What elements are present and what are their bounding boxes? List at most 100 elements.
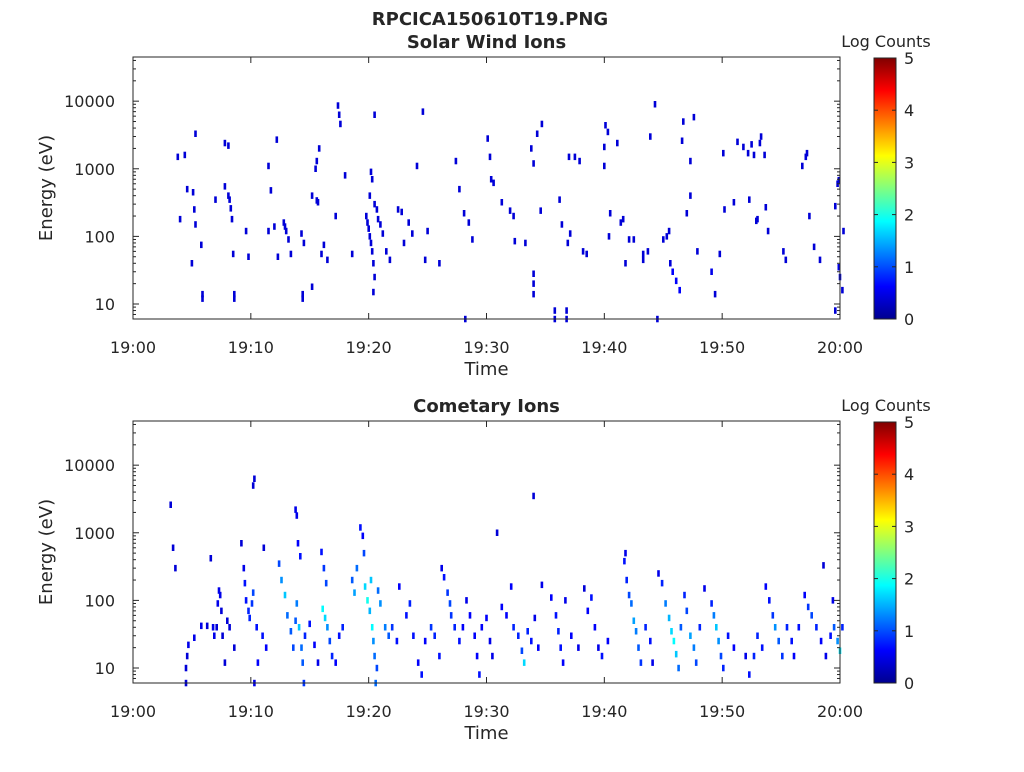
data-cell [461, 624, 465, 631]
data-cell [585, 250, 588, 258]
data-cell [603, 162, 606, 170]
data-cell [815, 624, 818, 631]
data-cell [485, 614, 488, 622]
data-cell [732, 199, 736, 206]
data-cell [426, 227, 429, 235]
data-cell [674, 650, 678, 658]
data-cell [837, 176, 841, 184]
data-cell [773, 624, 777, 631]
data-cell [193, 206, 196, 213]
data-cell [440, 564, 443, 572]
data-cell [373, 111, 376, 118]
data-cell [810, 612, 813, 619]
colorbar-tick-label: 2 [904, 570, 914, 589]
colorbar-tick-label: 0 [904, 674, 914, 693]
data-cell [255, 624, 258, 631]
data-cell [316, 659, 320, 666]
data-cell [834, 202, 837, 210]
data-cell [577, 644, 580, 651]
data-cell [632, 617, 636, 624]
data-cell [672, 637, 676, 645]
data-cell [269, 187, 273, 194]
data-cell [314, 165, 317, 172]
plot-area [133, 421, 840, 683]
x-tick-label: 19:10 [228, 338, 274, 357]
data-cell [324, 579, 328, 587]
data-cell [416, 659, 420, 666]
data-cell [532, 290, 535, 298]
data-cell [201, 290, 204, 298]
data-cell [433, 632, 436, 639]
data-cell [677, 664, 680, 672]
data-cell [169, 501, 172, 508]
data-cell [171, 544, 175, 551]
data-cell [508, 207, 512, 214]
data-cell [323, 614, 327, 622]
data-cell [500, 603, 504, 611]
data-cell [301, 295, 304, 302]
data-cell [744, 652, 747, 660]
data-cell [641, 256, 645, 264]
data-cell [370, 624, 374, 631]
data-cell [350, 250, 354, 258]
data-cell [412, 632, 415, 639]
data-cell [756, 215, 759, 223]
data-cell [368, 192, 372, 199]
data-cell [559, 644, 562, 651]
data-cell [243, 579, 247, 587]
data-cell [368, 233, 372, 240]
data-cell [277, 560, 281, 567]
data-cell [662, 236, 665, 243]
data-cell [748, 671, 751, 678]
data-cell [806, 603, 810, 611]
data-cell [194, 130, 197, 137]
data-cell [388, 256, 392, 264]
data-cell [692, 113, 696, 121]
x-tick-label: 19:50 [699, 338, 745, 357]
data-cell [480, 624, 484, 631]
data-cell [710, 268, 713, 275]
data-cell [264, 644, 268, 651]
x-axis-label: Time [463, 359, 508, 380]
data-cell [689, 157, 692, 165]
data-cell [834, 307, 837, 314]
data-cell [632, 236, 636, 243]
data-cell [361, 532, 365, 540]
x-tick-label: 19:30 [463, 338, 509, 357]
data-cell [627, 236, 631, 243]
data-cell [383, 624, 387, 631]
data-cell [191, 189, 195, 196]
data-cell [533, 614, 537, 622]
data-cell [376, 215, 380, 223]
data-cell [369, 239, 373, 247]
data-cell [557, 628, 560, 635]
data-cells [176, 101, 845, 323]
data-cell [468, 612, 472, 619]
data-cell [488, 637, 492, 645]
data-cell [242, 564, 246, 572]
data-cell [205, 622, 209, 630]
data-cell [649, 133, 652, 140]
data-cell [486, 135, 489, 142]
data-cell [500, 199, 504, 206]
data-cell [315, 157, 319, 165]
data-cell [301, 290, 304, 298]
data-cell [421, 108, 425, 115]
data-cell [326, 624, 329, 631]
data-cell [216, 600, 220, 607]
y-tick-label: 10000 [64, 92, 115, 111]
data-cell [512, 624, 515, 631]
data-cell [634, 628, 638, 635]
data-cell [407, 219, 410, 226]
data-cell [240, 540, 243, 547]
data-cell [606, 128, 610, 136]
y-tick-label: 1000 [74, 524, 115, 543]
data-cell [294, 617, 297, 624]
data-cell [679, 624, 683, 631]
data-cell [251, 482, 255, 489]
data-cell [819, 637, 823, 645]
data-cell [710, 600, 713, 607]
data-cell [689, 192, 692, 199]
data-cell [685, 607, 689, 615]
data-cell [759, 133, 763, 140]
